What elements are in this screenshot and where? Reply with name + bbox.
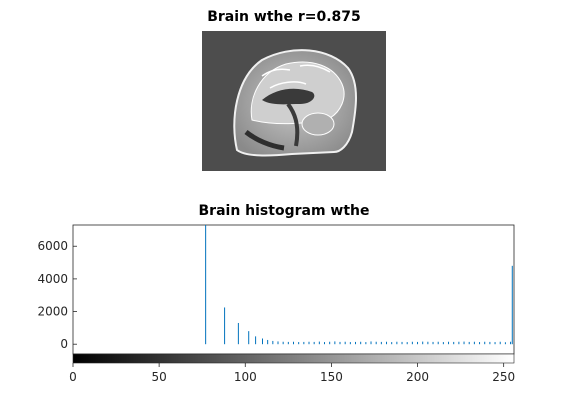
x-tick-label: 150 [320, 370, 343, 384]
y-tick-label: 4000 [37, 272, 68, 286]
y-tick-label: 0 [60, 337, 68, 351]
histogram-bars [205, 225, 513, 345]
plot-area [72, 224, 515, 355]
y-tick-label: 2000 [37, 305, 68, 319]
x-tick-label: 250 [492, 370, 515, 384]
brain-mri-image [202, 31, 386, 171]
image-title: Brain wthe r=0.875 [207, 9, 361, 25]
x-tick-label: 0 [69, 370, 77, 384]
x-tick-label: 50 [151, 370, 166, 384]
x-tick-label: 200 [406, 370, 429, 384]
x-axis-ticks: 0 50 100 150 200 250 [69, 363, 515, 384]
grayscale-colorbar [72, 353, 515, 364]
y-axis-ticks: 0 2000 4000 6000 [37, 239, 77, 351]
y-tick-label: 6000 [37, 239, 68, 253]
chart-title: Brain histogram wthe [198, 203, 370, 219]
x-tick-label: 100 [234, 370, 257, 384]
